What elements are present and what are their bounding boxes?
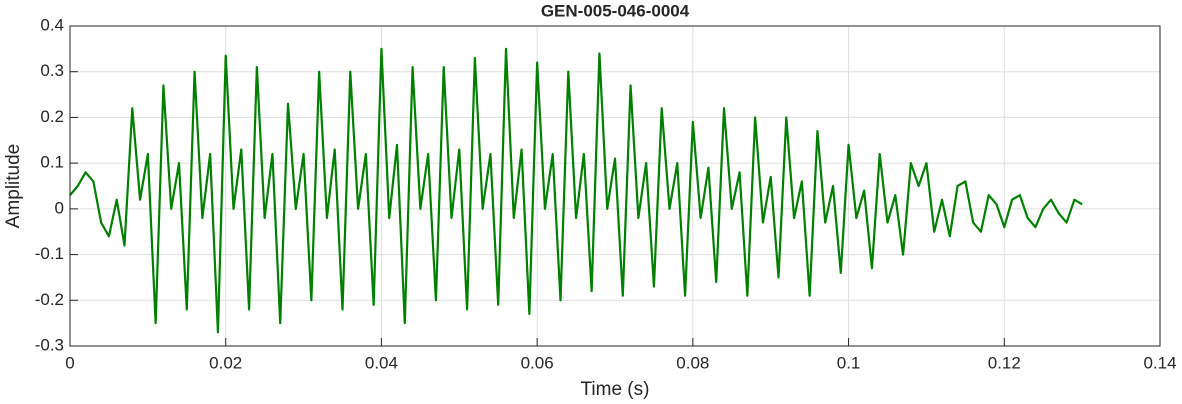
y-tick-label: 0 [55, 198, 64, 217]
x-tick-label: 0.08 [676, 353, 709, 372]
x-tick-label: 0.12 [988, 353, 1021, 372]
axes-box [69, 25, 1161, 347]
x-tick-label: 0.02 [209, 353, 242, 372]
x-axis-label: Time (s) [581, 379, 650, 400]
y-tick-label: 0.2 [40, 107, 64, 126]
y-tick-label: 0.4 [40, 15, 64, 34]
y-tick-label: 0.1 [40, 153, 64, 172]
x-tick-label: 0.14 [1143, 353, 1176, 372]
plot-area [69, 47, 1083, 334]
waveform [69, 47, 1083, 334]
y-tick-label: -0.1 [35, 244, 64, 263]
x-tick-label: 0.04 [365, 353, 398, 372]
chart-title: GEN-005-046-0004 [541, 1, 690, 20]
x-tick-label: 0.06 [521, 353, 554, 372]
y-tick-label: -0.3 [35, 335, 64, 354]
y-tick-label: -0.2 [35, 290, 64, 309]
x-tick-label: 0.1 [837, 353, 861, 372]
y-axis-label: Amplitude [3, 144, 24, 229]
y-tick-label: 0.3 [40, 61, 64, 80]
x-tick-label: 0 [65, 353, 74, 372]
